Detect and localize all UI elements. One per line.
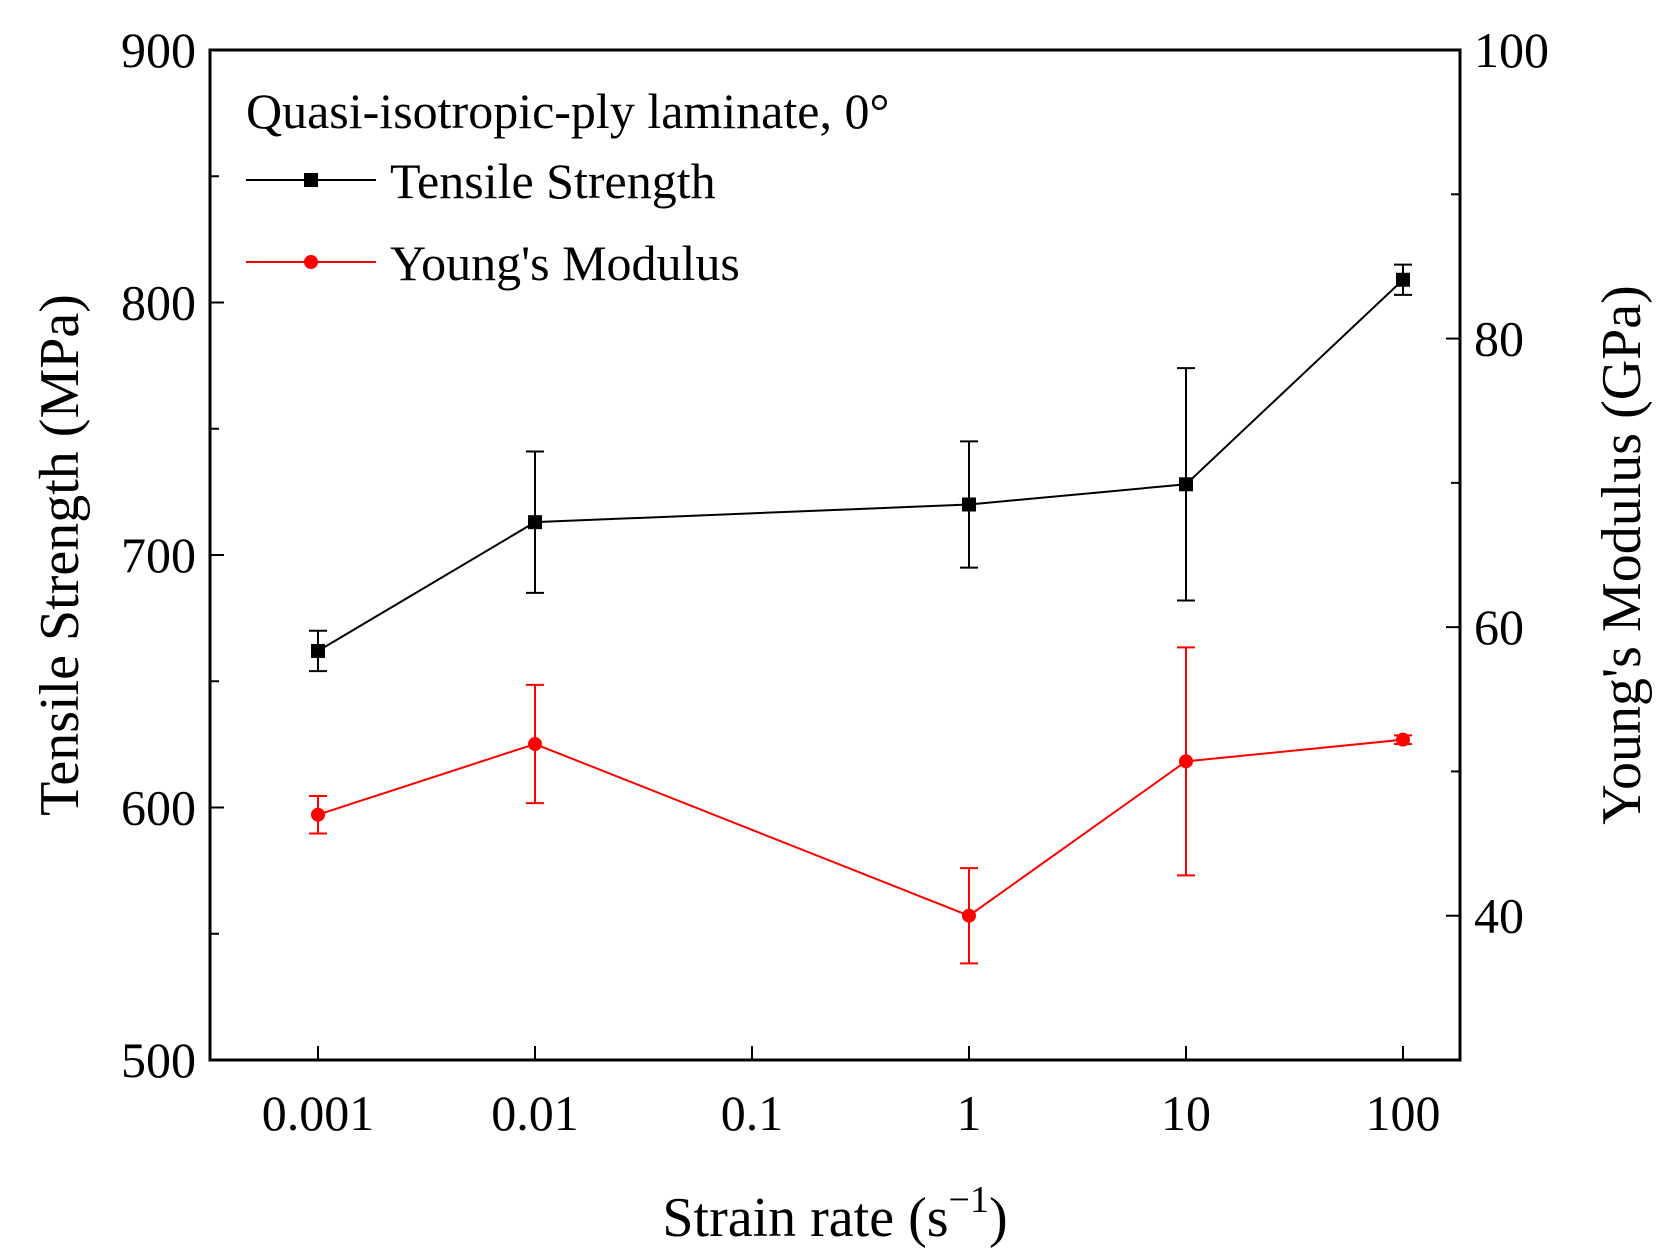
legend-marker-tensile (304, 173, 318, 187)
x-tick-label: 0.001 (262, 1085, 375, 1141)
series-line (317, 738, 1404, 917)
left-axis-title: Tensile Strength (MPa) (29, 294, 91, 816)
x-axis: 0.001 0.01 0.1 1 10 100 (262, 1046, 1441, 1141)
right-tick-label: 100 (1474, 22, 1549, 78)
left-tick-label: 600 (121, 780, 196, 836)
left-tick-label: 500 (121, 1032, 196, 1088)
data-point (311, 643, 325, 658)
x-tick-label: 0.01 (491, 1085, 579, 1141)
series-line (317, 279, 1404, 652)
legend-label-tensile: Tensile Strength (390, 153, 716, 209)
right-tick-label: 40 (1474, 888, 1524, 944)
data-point (962, 497, 976, 512)
right-tick-label: 60 (1474, 599, 1524, 655)
data-point (1396, 272, 1410, 287)
series-0 (309, 263, 1412, 673)
data-point (311, 807, 325, 822)
x-tick-label: 0.1 (721, 1085, 784, 1141)
left-axis: 500 600 700 800 900 (121, 22, 224, 1088)
annotation-text: Quasi-isotropic-ply laminate, 0° (246, 83, 889, 139)
left-tick-label: 900 (121, 22, 196, 78)
series-1 (309, 646, 1412, 965)
data-point (1396, 732, 1410, 747)
data-point (528, 737, 542, 752)
data-point (1179, 477, 1193, 492)
right-axis-title: Young's Modulus (GPa) (1591, 285, 1653, 825)
x-tick-label: 1 (957, 1085, 982, 1141)
right-axis: 40 60 80 100 (1446, 22, 1549, 1061)
legend-label-modulus: Young's Modulus (390, 235, 740, 291)
data-point (962, 908, 976, 923)
left-tick-label: 700 (121, 527, 196, 583)
x-axis-title-main: Strain rate (s (662, 1187, 948, 1249)
x-axis-title-tail: ) (989, 1187, 1008, 1249)
data-point (528, 515, 542, 530)
data-point (1179, 754, 1193, 769)
legend-marker-modulus (304, 255, 318, 269)
x-axis-title: Strain rate (s−1) (662, 1179, 1007, 1249)
left-tick-label: 800 (121, 275, 196, 331)
x-tick-label: 10 (1161, 1085, 1211, 1141)
x-axis-title-sup: −1 (949, 1179, 989, 1221)
legend: Tensile Strength Young's Modulus (246, 153, 740, 291)
series-layer (309, 263, 1412, 965)
right-tick-label: 80 (1474, 311, 1524, 367)
x-tick-label: 100 (1366, 1085, 1441, 1141)
